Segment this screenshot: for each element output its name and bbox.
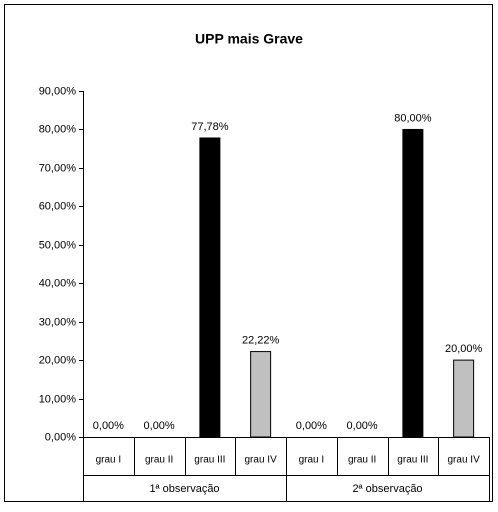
data-label: 20,00% — [445, 343, 483, 355]
y-tick-label: 50,00% — [39, 239, 77, 251]
group-label: 2ª observação — [352, 483, 422, 495]
x-tick-label: grau IV — [245, 455, 278, 466]
data-label: 0,00% — [296, 420, 327, 432]
x-tick-label: grau II — [145, 455, 173, 466]
bar — [402, 128, 424, 438]
x-tick-label: grau IV — [448, 455, 481, 466]
x-tick-label: grau III — [397, 455, 428, 466]
x-tick-label: grau II — [348, 455, 376, 466]
y-tick-label: 0,00% — [45, 431, 76, 443]
y-tick-label: 40,00% — [39, 277, 77, 289]
data-label: 0,00% — [93, 420, 124, 432]
bar — [199, 137, 221, 438]
y-tick-label: 70,00% — [39, 162, 77, 174]
data-label: 0,00% — [144, 420, 175, 432]
data-label: 77,78% — [191, 121, 229, 133]
y-tick-label: 30,00% — [39, 316, 77, 328]
group-label: 1ª observação — [149, 483, 219, 495]
y-tick-label: 60,00% — [39, 200, 77, 212]
y-tick-label: 20,00% — [39, 354, 77, 366]
bar — [453, 359, 475, 438]
y-tick-label: 10,00% — [39, 393, 77, 405]
y-tick-label: 80,00% — [39, 123, 77, 135]
data-label: 80,00% — [394, 112, 432, 124]
chart-title: UPP mais Grave — [195, 31, 303, 47]
x-tick-label: grau I — [96, 455, 122, 466]
data-label: 22,22% — [242, 334, 280, 346]
bar — [250, 351, 272, 438]
data-label: 0,00% — [347, 420, 378, 432]
x-tick-label: grau III — [194, 455, 225, 466]
x-tick-label: grau I — [299, 455, 325, 466]
y-tick-label: 90,00% — [39, 85, 77, 97]
